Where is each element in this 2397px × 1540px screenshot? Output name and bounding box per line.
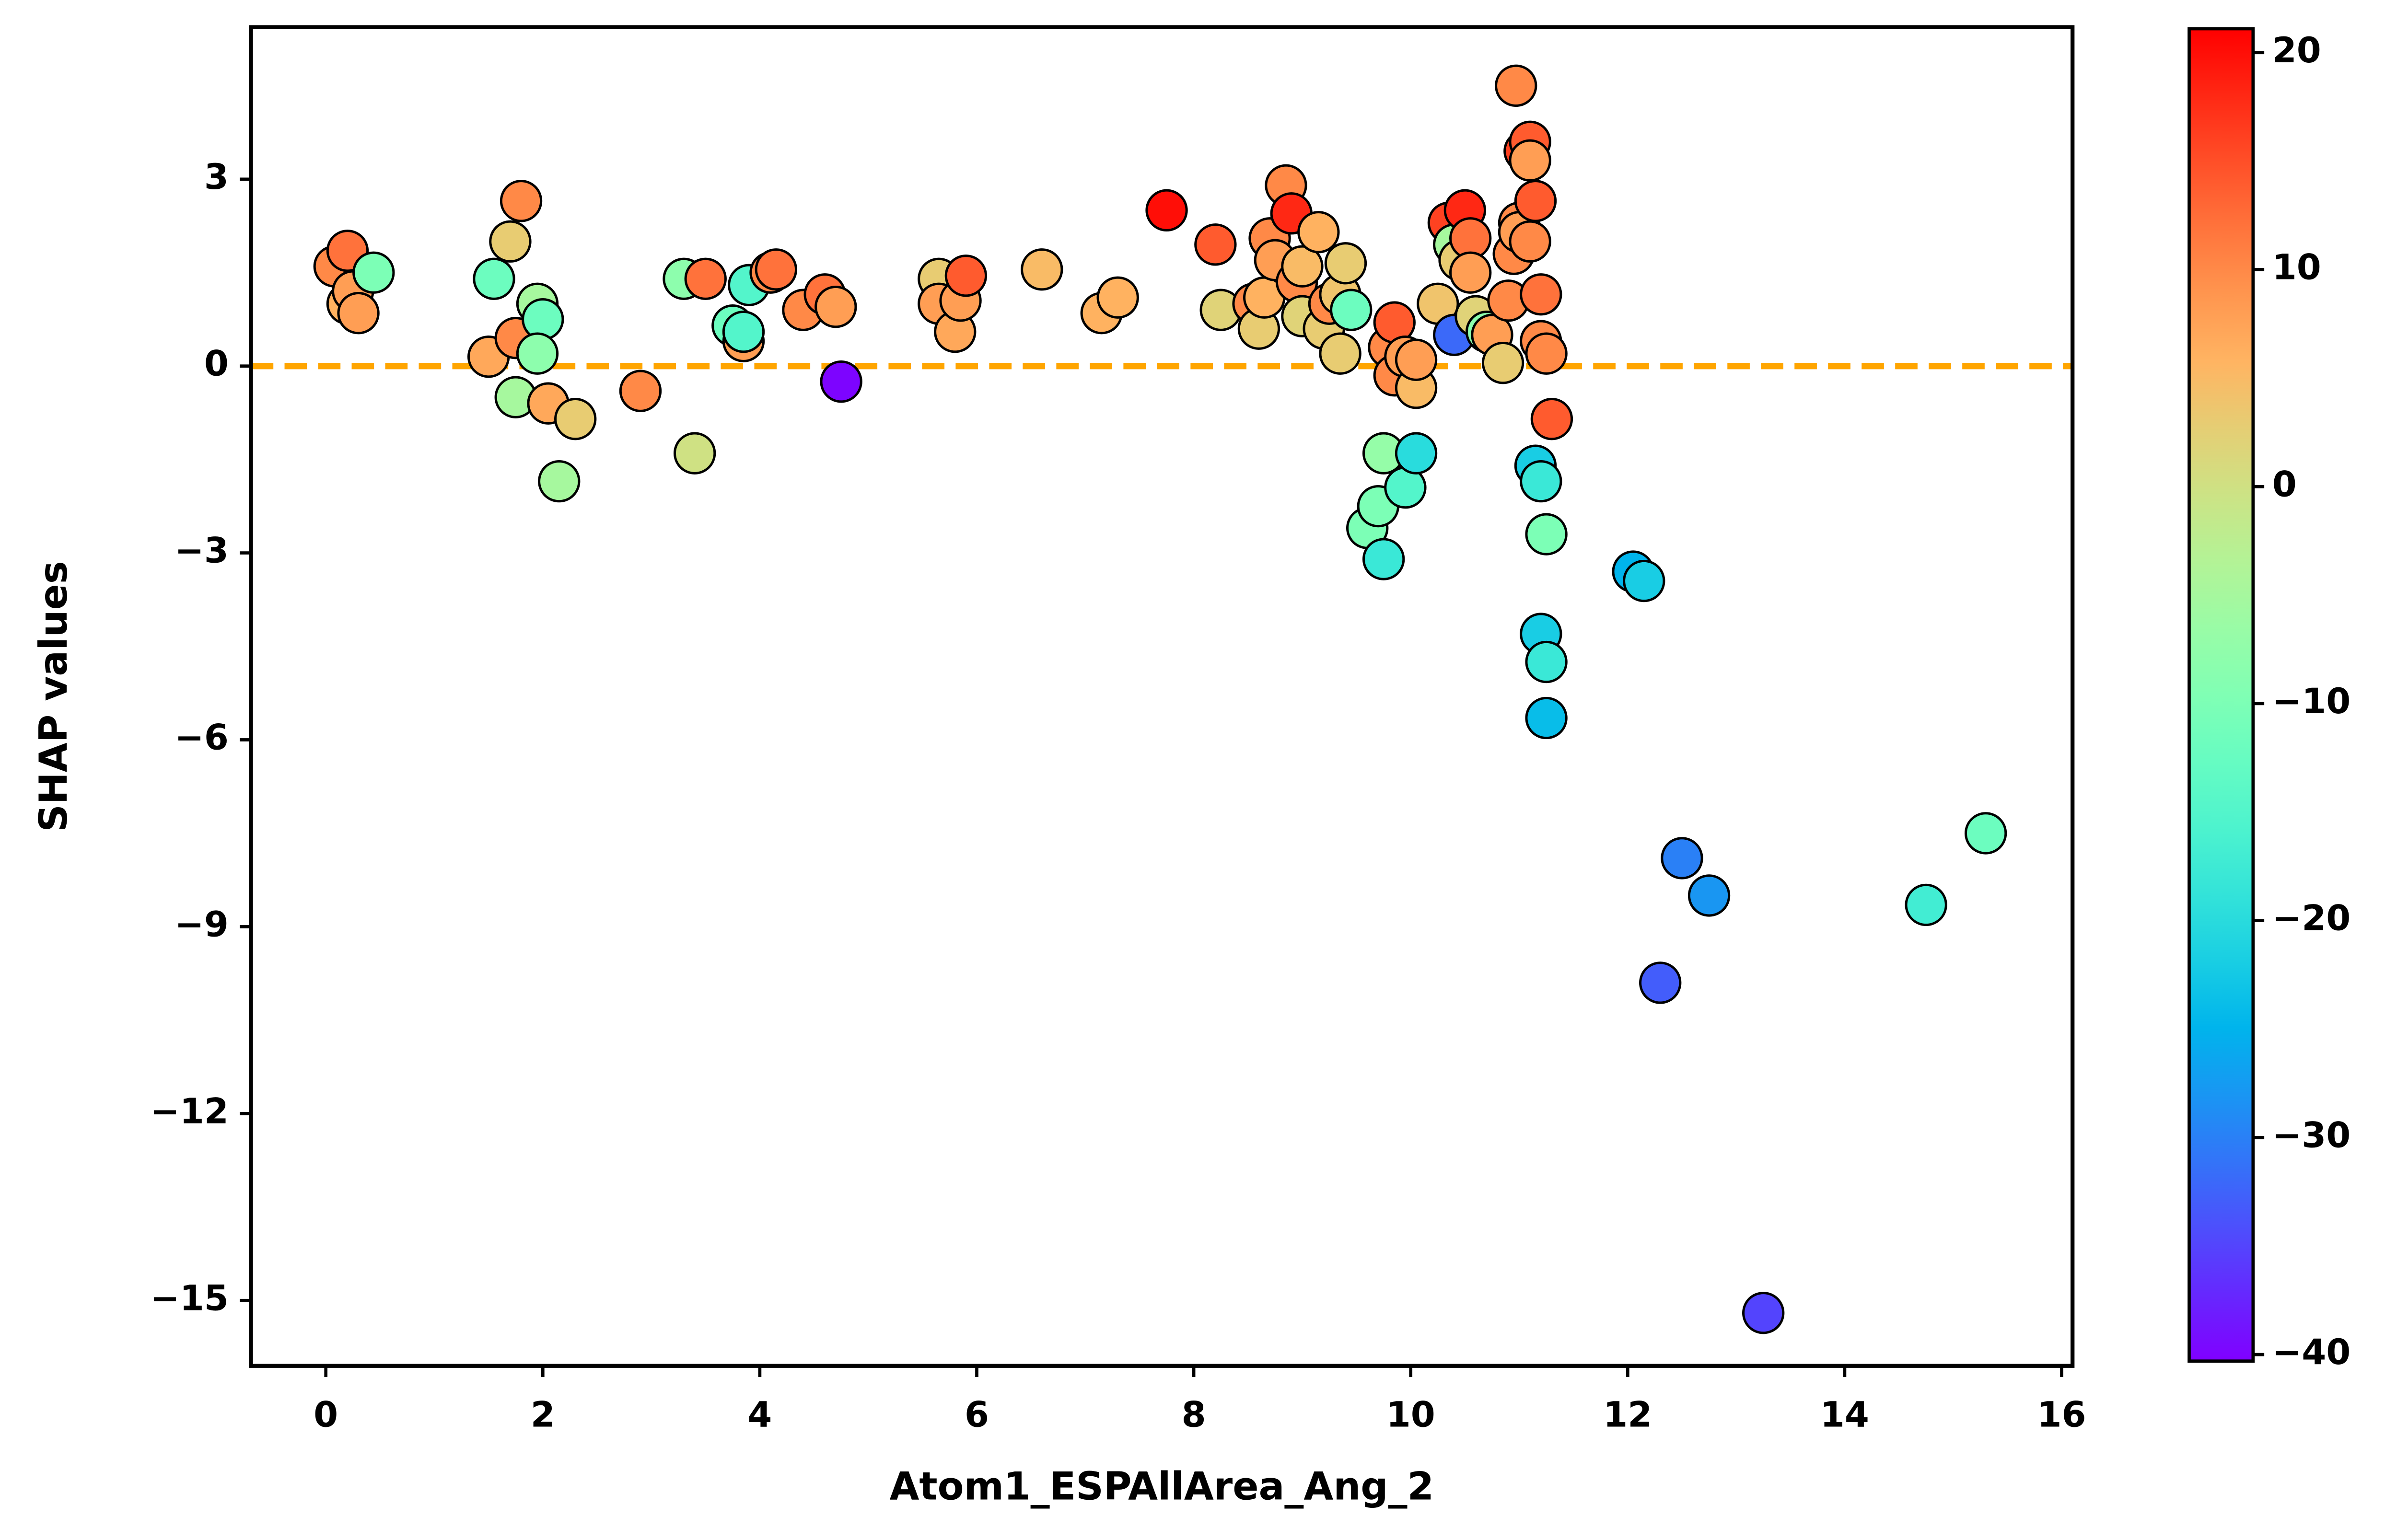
colorbar bbox=[2188, 27, 2255, 1363]
point bbox=[1509, 220, 1551, 263]
point bbox=[1623, 559, 1665, 602]
x-tick-label: 8 bbox=[1182, 1394, 1206, 1435]
x-tick-label: 2 bbox=[531, 1394, 555, 1435]
point bbox=[1362, 538, 1405, 580]
point bbox=[1525, 696, 1568, 740]
x-tick-label: 14 bbox=[1820, 1394, 1869, 1435]
point bbox=[673, 432, 716, 475]
point bbox=[1194, 223, 1237, 266]
point bbox=[1281, 245, 1324, 288]
point bbox=[1324, 242, 1367, 285]
x-tick-label: 10 bbox=[1386, 1394, 1435, 1435]
point bbox=[1639, 961, 1682, 1004]
y-axis-label: SHAP values bbox=[31, 561, 76, 832]
point bbox=[352, 251, 395, 294]
y-tick-label: −9 bbox=[175, 904, 228, 945]
plot-frame bbox=[249, 25, 2075, 1368]
point bbox=[1330, 289, 1373, 331]
point bbox=[337, 292, 380, 335]
colorbar-tick-label: 20 bbox=[2272, 30, 2321, 71]
point bbox=[1481, 342, 1524, 384]
y-tick-label: 3 bbox=[204, 157, 229, 197]
point bbox=[554, 398, 597, 440]
colorbar-tick-label: 0 bbox=[2272, 464, 2297, 505]
point bbox=[1297, 211, 1340, 254]
x-tick-label: 0 bbox=[314, 1394, 338, 1435]
x-tick-label: 12 bbox=[1603, 1394, 1652, 1435]
point bbox=[1395, 432, 1438, 475]
point bbox=[1096, 276, 1139, 319]
point bbox=[516, 332, 559, 375]
y-tick-label: −6 bbox=[175, 718, 228, 758]
x-tick-label: 4 bbox=[747, 1394, 772, 1435]
colorbar-tick-label: −10 bbox=[2272, 681, 2350, 722]
point bbox=[1319, 332, 1361, 375]
point bbox=[473, 257, 515, 300]
point bbox=[1661, 837, 1703, 880]
y-tick-label: −15 bbox=[150, 1278, 228, 1319]
point bbox=[1520, 460, 1562, 503]
point bbox=[538, 460, 581, 503]
point bbox=[1525, 640, 1568, 683]
point bbox=[1525, 332, 1568, 375]
y-tick-label: −12 bbox=[150, 1091, 228, 1132]
y-tick-label: −3 bbox=[175, 531, 228, 571]
x-axis-label: Atom1_ESPAllArea_Ang_2 bbox=[890, 1464, 1434, 1508]
colorbar-tick-label: −30 bbox=[2272, 1115, 2350, 1156]
point bbox=[820, 360, 862, 403]
point bbox=[1905, 883, 1947, 926]
point bbox=[755, 248, 798, 291]
point bbox=[1687, 874, 1731, 917]
point bbox=[722, 311, 765, 353]
colorbar-tick-label: −40 bbox=[2272, 1332, 2350, 1373]
x-tick-label: 6 bbox=[965, 1394, 989, 1435]
point bbox=[1520, 273, 1562, 316]
point bbox=[1395, 338, 1438, 381]
colorbar-tick-label: −20 bbox=[2272, 898, 2350, 939]
point bbox=[1742, 1292, 1785, 1334]
point bbox=[1514, 180, 1557, 222]
point bbox=[1021, 248, 1063, 291]
point bbox=[684, 257, 727, 300]
point bbox=[1449, 251, 1492, 294]
colorbar-tick-label: 10 bbox=[2272, 247, 2321, 288]
point bbox=[1145, 189, 1188, 232]
point bbox=[500, 180, 543, 222]
point bbox=[944, 255, 988, 297]
point bbox=[1509, 139, 1551, 182]
point bbox=[619, 370, 662, 412]
y-tick-label: 0 bbox=[204, 344, 229, 384]
point bbox=[1530, 398, 1573, 440]
point bbox=[1964, 812, 2007, 855]
point bbox=[815, 286, 857, 328]
x-tick-label: 16 bbox=[2037, 1394, 2086, 1435]
point bbox=[489, 220, 532, 263]
point bbox=[1495, 64, 1537, 107]
point bbox=[1525, 513, 1568, 556]
